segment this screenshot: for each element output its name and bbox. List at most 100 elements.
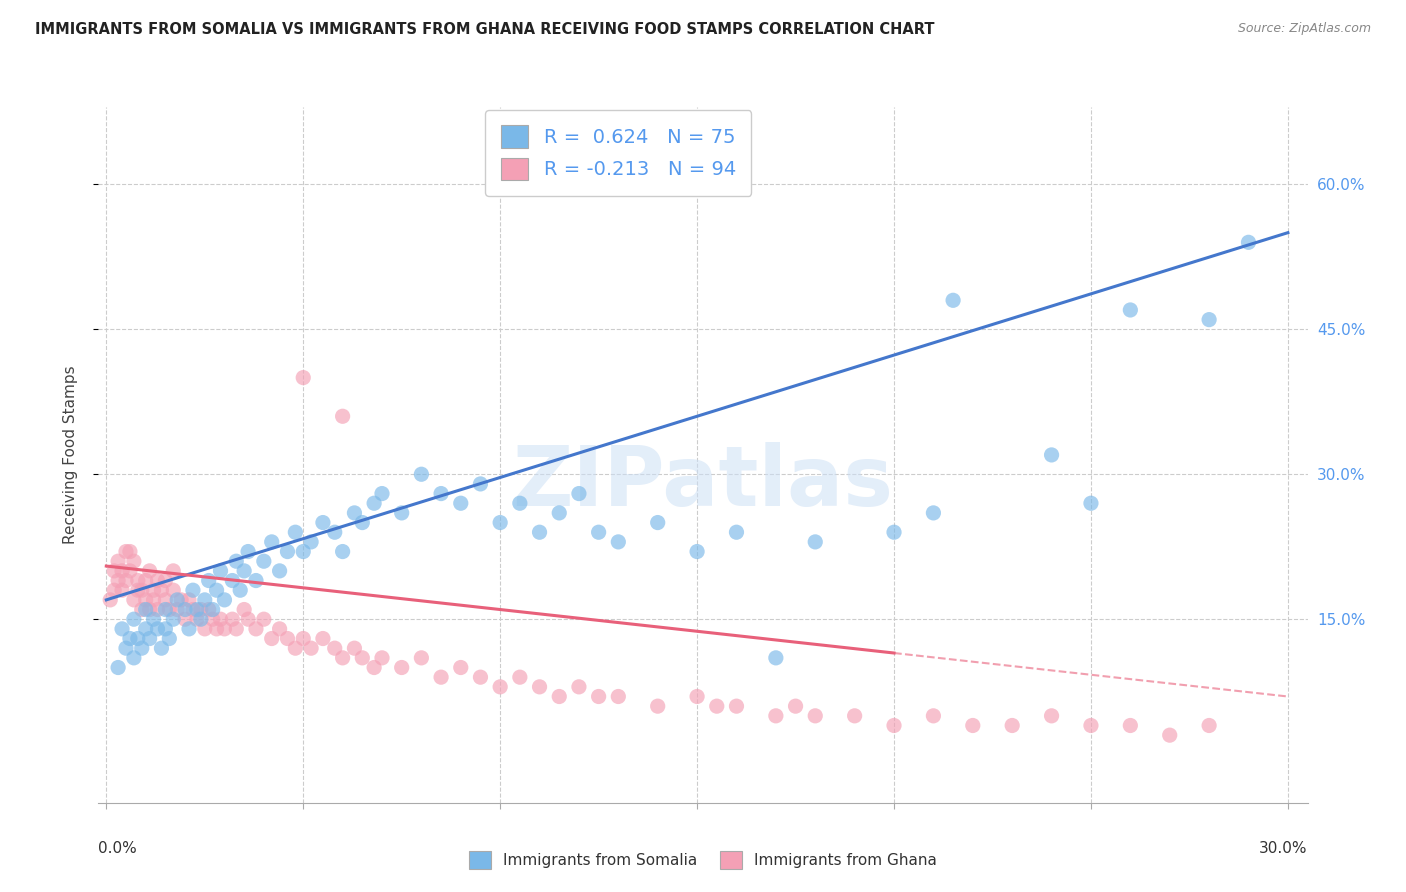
Point (214, 592, 236, 607)
Point (450, 496, 472, 510)
Text: IMMIGRANTS FROM SOMALIA VS IMMIGRANTS FROM GHANA RECEIVING FOOD STAMPS CORRELATI: IMMIGRANTS FROM SOMALIA VS IMMIGRANTS FR… (35, 22, 935, 37)
Point (509, 670, 531, 684)
Point (1198, 718, 1220, 732)
Point (1001, 718, 1024, 732)
Point (103, 564, 125, 578)
Point (181, 583, 204, 598)
Point (292, 370, 315, 384)
Point (942, 293, 965, 308)
Point (1040, 708, 1063, 723)
Text: 30.0%: 30.0% (1260, 841, 1308, 856)
Point (686, 690, 709, 704)
Point (177, 622, 200, 636)
Point (343, 641, 366, 656)
Point (115, 544, 138, 558)
Point (162, 583, 184, 598)
Point (127, 583, 149, 598)
Point (352, 516, 374, 530)
Point (470, 477, 492, 491)
Point (284, 641, 307, 656)
Point (155, 574, 177, 588)
Point (194, 592, 217, 607)
Point (371, 486, 394, 500)
Point (177, 592, 200, 607)
Point (529, 680, 551, 694)
Point (103, 583, 125, 598)
Point (352, 651, 374, 665)
Point (245, 622, 267, 636)
Point (260, 535, 283, 549)
Point (181, 602, 204, 616)
Point (883, 525, 905, 540)
Point (276, 632, 298, 646)
Point (135, 622, 157, 636)
Point (363, 496, 385, 510)
Point (883, 718, 905, 732)
Point (197, 574, 219, 588)
Point (225, 622, 247, 636)
Point (509, 496, 531, 510)
Point (1080, 718, 1102, 732)
Point (1237, 235, 1260, 250)
Point (785, 699, 807, 714)
Point (98, 592, 121, 607)
Point (146, 622, 169, 636)
Point (221, 612, 243, 626)
Point (209, 564, 232, 578)
Point (209, 612, 232, 626)
Point (122, 592, 145, 607)
Point (236, 544, 259, 558)
Point (111, 564, 134, 578)
Point (155, 622, 177, 636)
Point (607, 690, 630, 704)
Point (111, 622, 134, 636)
Point (122, 651, 145, 665)
Point (260, 632, 283, 646)
Point (922, 506, 945, 520)
Point (299, 641, 322, 656)
Point (142, 583, 165, 598)
Point (174, 612, 197, 626)
Point (205, 622, 228, 636)
Point (131, 641, 153, 656)
Point (323, 525, 346, 540)
Point (470, 670, 492, 684)
Point (221, 574, 243, 588)
Point (1119, 303, 1142, 318)
Y-axis label: Receiving Food Stamps: Receiving Food Stamps (63, 366, 77, 544)
Point (135, 592, 157, 607)
Point (588, 525, 610, 540)
Point (155, 592, 177, 607)
Point (765, 651, 787, 665)
Point (118, 632, 141, 646)
Point (201, 602, 224, 616)
Point (135, 574, 157, 588)
Point (229, 583, 252, 598)
Point (245, 574, 267, 588)
Point (162, 564, 184, 578)
Point (323, 641, 346, 656)
Point (391, 506, 413, 520)
Point (233, 602, 256, 616)
Point (312, 632, 335, 646)
Point (190, 612, 212, 626)
Point (142, 592, 165, 607)
Point (430, 670, 453, 684)
Text: ZIPatlas: ZIPatlas (513, 442, 893, 524)
Point (332, 544, 354, 558)
Point (588, 690, 610, 704)
Point (548, 506, 571, 520)
Point (332, 409, 354, 424)
Point (150, 641, 173, 656)
Point (765, 708, 787, 723)
Point (146, 602, 169, 616)
Point (411, 651, 433, 665)
Point (253, 612, 276, 626)
Point (157, 632, 180, 646)
Point (299, 535, 322, 549)
Point (607, 535, 630, 549)
Point (233, 564, 256, 578)
Point (647, 516, 669, 530)
Point (548, 690, 571, 704)
Point (284, 525, 307, 540)
